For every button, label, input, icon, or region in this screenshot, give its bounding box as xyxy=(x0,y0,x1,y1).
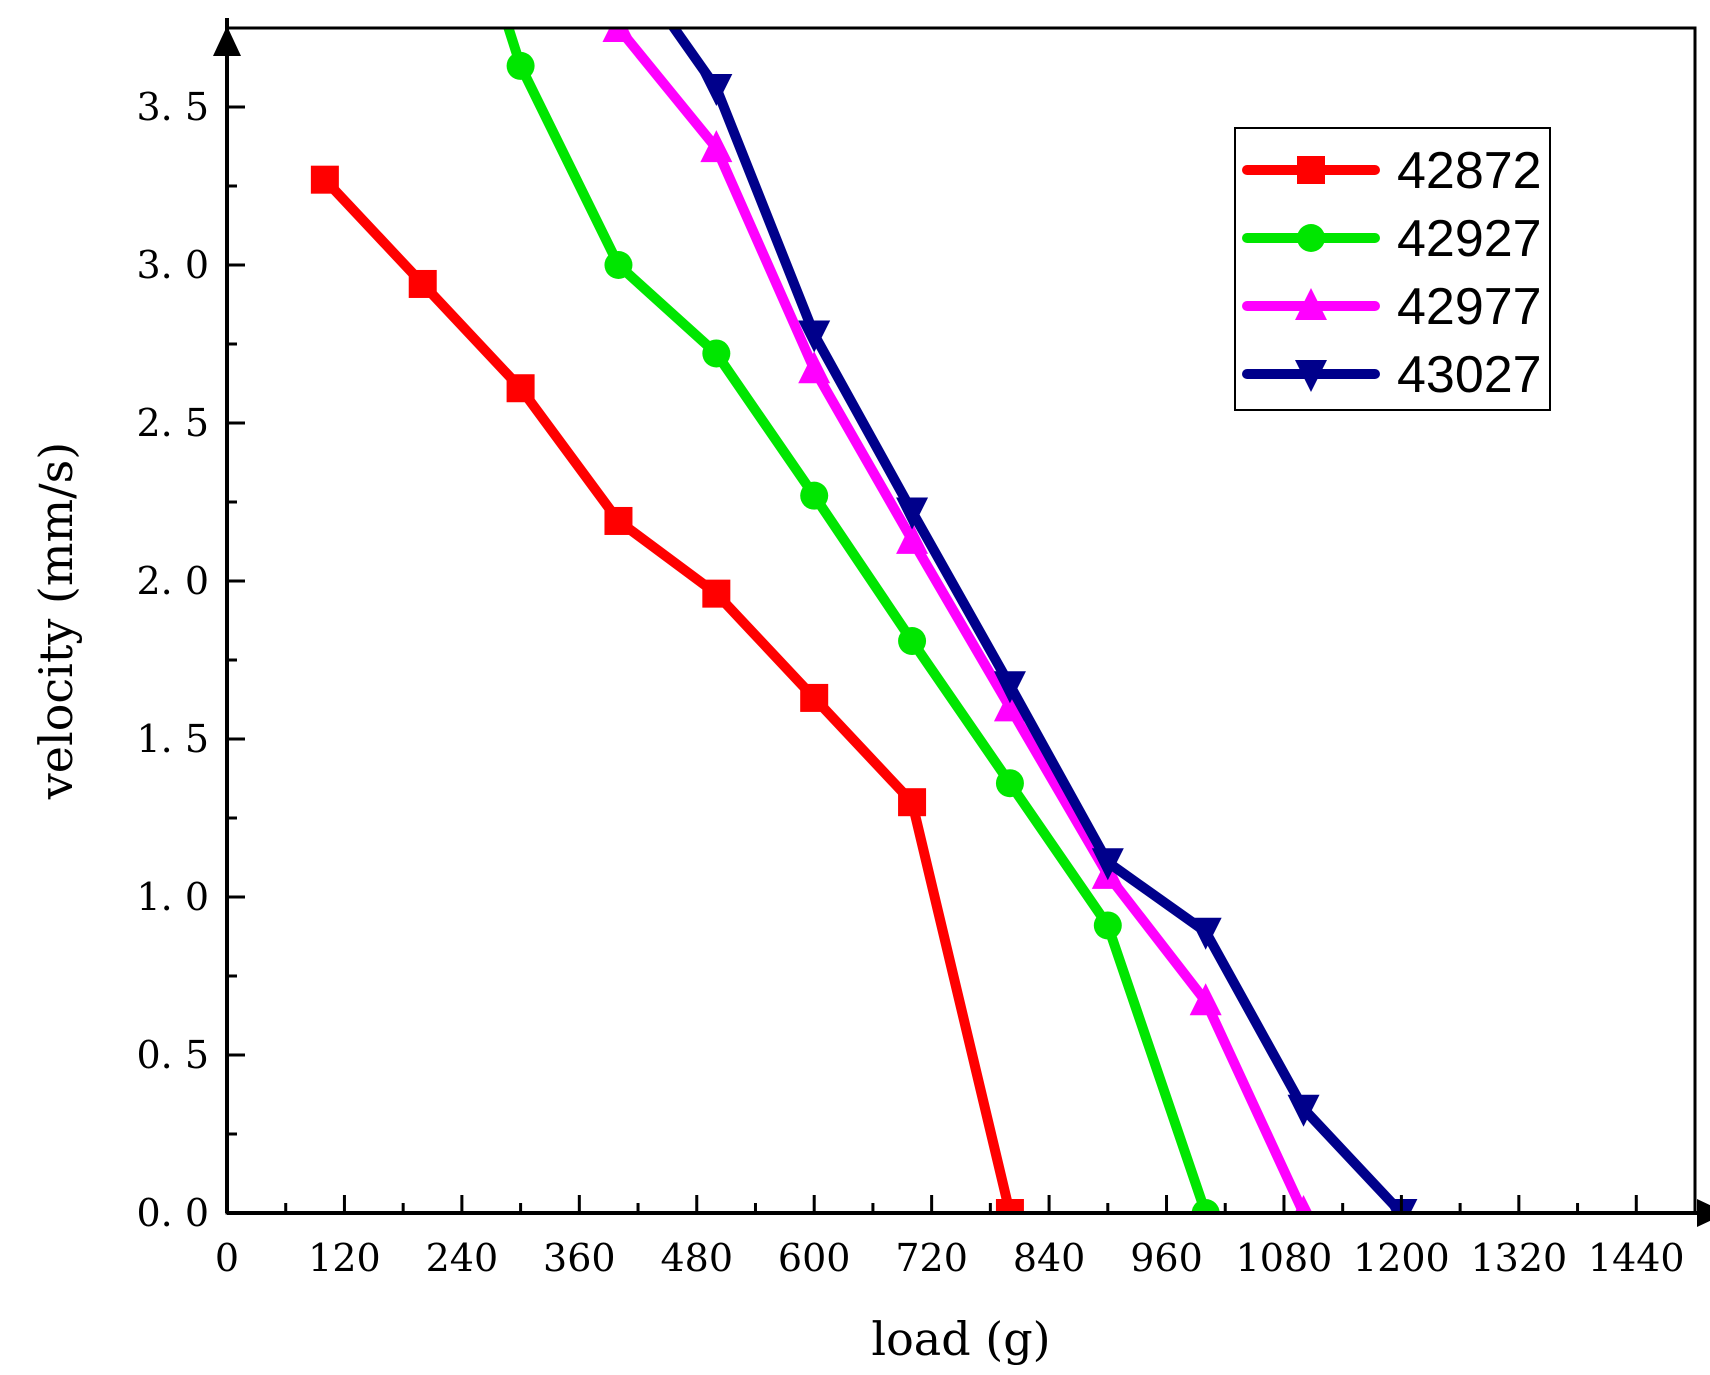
square-marker xyxy=(604,506,633,535)
square-marker xyxy=(898,788,927,817)
legend-entry-42927: 42927 xyxy=(1242,210,1542,268)
series-42872 xyxy=(310,165,1024,1213)
x-tick-label: 120 xyxy=(308,1236,381,1280)
circle-marker xyxy=(604,251,633,279)
triangle-down-marker xyxy=(1287,1094,1320,1127)
legend-entry-42872: 42872 xyxy=(1242,142,1542,200)
y-tick-label: 2. 5 xyxy=(136,401,209,445)
triangle-up-marker xyxy=(798,351,831,384)
circle-marker xyxy=(995,769,1024,798)
legend-entry-42977: 42977 xyxy=(1242,278,1542,336)
x-tick-label: 360 xyxy=(543,1236,616,1280)
triangle-up-marker xyxy=(896,521,929,554)
y-tick-label: 0. 5 xyxy=(136,1033,209,1077)
y-tick-label: 1. 5 xyxy=(136,717,209,761)
square-marker xyxy=(310,165,339,194)
triangle-down-marker xyxy=(1091,848,1124,881)
series-line-42977 xyxy=(613,28,1309,1213)
square-marker xyxy=(702,579,731,608)
triangle-up-marker xyxy=(1189,983,1222,1016)
x-tick-label: 1080 xyxy=(1236,1236,1333,1280)
x-tick-label: 960 xyxy=(1130,1236,1203,1280)
x-tick-label: 600 xyxy=(778,1236,851,1280)
circle-marker xyxy=(506,51,535,80)
triangle-up-marker xyxy=(700,130,733,163)
x-tick-label: 1320 xyxy=(1470,1236,1567,1280)
y-tick-label: 0. 0 xyxy=(136,1191,209,1235)
ticks: 0 120 240 360 480 600 720 840 960 1080 1200 1320 144… xyxy=(136,26,1685,1280)
legend-label: 42927 xyxy=(1397,210,1542,268)
square-marker xyxy=(1297,156,1325,184)
circle-marker xyxy=(1191,1199,1220,1213)
legend: 42872 42927 42977 43027 xyxy=(1234,127,1551,411)
y-tick-label: 2. 0 xyxy=(136,559,209,603)
triangle-down-marker xyxy=(1295,360,1327,392)
square-marker xyxy=(800,683,829,712)
circle-marker xyxy=(898,627,927,656)
circle-marker xyxy=(1093,911,1122,940)
triangle-up-marker xyxy=(993,689,1026,722)
x-tick-label: 240 xyxy=(426,1236,499,1280)
circle-marker xyxy=(702,339,731,368)
triangle-down-marker xyxy=(700,74,733,107)
square-marker xyxy=(506,374,535,403)
series-42927 xyxy=(503,28,1220,1213)
triangle-down-marker xyxy=(798,320,831,353)
series-layer xyxy=(310,28,1418,1213)
triangle-down-marker xyxy=(993,671,1026,704)
circle-marker xyxy=(1297,224,1325,252)
x-axis-arrow xyxy=(1697,1199,1710,1227)
square-marker xyxy=(995,1199,1024,1213)
legend-entry-43027: 43027 xyxy=(1242,346,1542,404)
y-axis-title: velocity (mm/s) xyxy=(29,442,83,800)
triangle-down-marker xyxy=(1189,917,1222,950)
x-tick-label: 1440 xyxy=(1588,1236,1685,1280)
y-tick-label: 3. 0 xyxy=(136,243,209,287)
series-42977 xyxy=(602,28,1313,1213)
x-tick-label: 480 xyxy=(660,1236,733,1280)
series-43027 xyxy=(667,28,1418,1213)
series-line-42872 xyxy=(321,176,1015,1213)
x-tick-label: 840 xyxy=(1013,1236,1086,1280)
triangle-up-marker xyxy=(1295,288,1327,320)
y-tick-label: 3. 5 xyxy=(136,85,209,129)
triangle-up-marker xyxy=(602,28,635,42)
y-axis-arrow xyxy=(213,26,241,56)
x-tick-label: 1200 xyxy=(1353,1236,1450,1280)
circle-marker xyxy=(800,481,829,510)
triangle-up-marker xyxy=(1294,1195,1313,1213)
x-axis-title: load (g) xyxy=(871,1312,1050,1366)
triangle-down-marker xyxy=(896,497,929,530)
legend-label: 42977 xyxy=(1397,278,1542,336)
y-tick-label: 1. 0 xyxy=(136,875,209,919)
legend-label: 43027 xyxy=(1397,346,1542,404)
series-line-42927 xyxy=(503,28,1211,1213)
legend-label: 42872 xyxy=(1397,142,1542,200)
series-line-43027 xyxy=(667,28,1406,1213)
x-tick-label: 0 xyxy=(215,1236,239,1280)
x-tick-label: 720 xyxy=(895,1236,968,1280)
square-marker xyxy=(408,269,437,298)
